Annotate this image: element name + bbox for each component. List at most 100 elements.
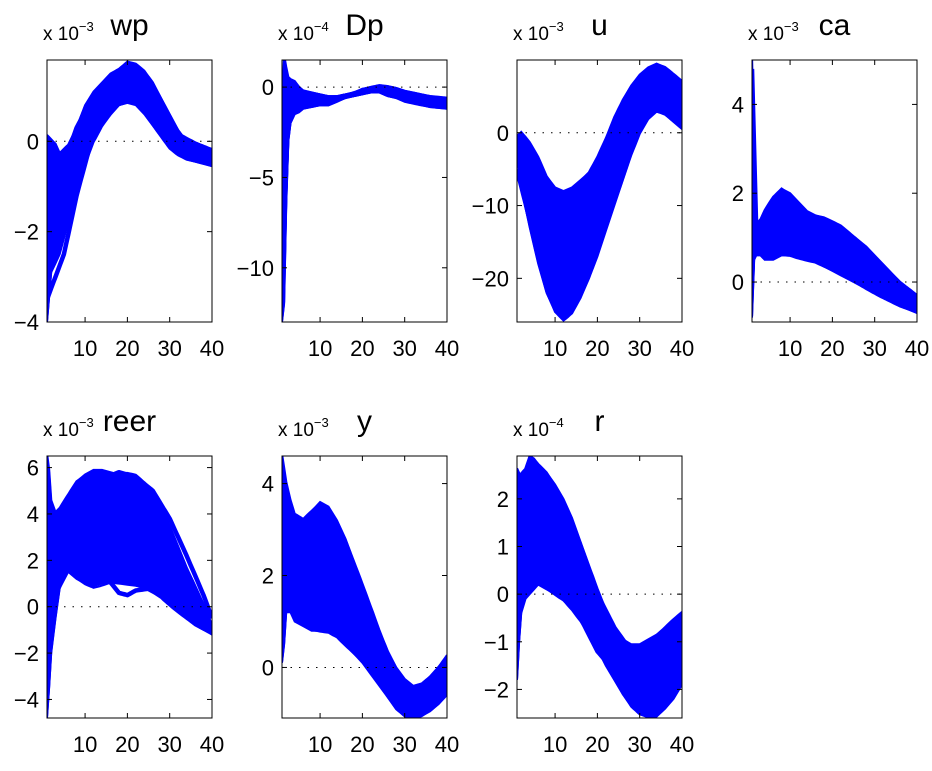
y-tick-label: −2 [484, 677, 509, 702]
y-tick-label: 4 [27, 502, 39, 527]
x-tick-label: 20 [115, 336, 139, 361]
x-tick-label: 10 [543, 732, 567, 757]
y-tick-label: 0 [497, 582, 509, 607]
subplot-title: wp [109, 9, 148, 42]
x-tick-label: 20 [585, 336, 609, 361]
axis-exponent: x 10−3 [278, 415, 329, 441]
x-tick-label: 20 [350, 732, 374, 757]
x-tick-label: 10 [73, 336, 97, 361]
draw-line [282, 456, 447, 688]
subplot-u: 10 20 30 40 −20 −10 0 x 10−3 u [472, 9, 695, 361]
subplot-title: Dp [345, 9, 383, 42]
draw-line [47, 521, 212, 631]
subplot-reer: 10 20 30 40 −4 −2 0 2 4 6x 10−3 reer [14, 405, 224, 757]
draw-line [517, 549, 682, 698]
x-tick-label: 40 [670, 732, 694, 757]
impulse-response-band [282, 456, 447, 718]
axis-exponent-power: −3 [314, 415, 329, 430]
x-tick-label: 40 [200, 732, 224, 757]
x-tick-label: 30 [392, 336, 416, 361]
y-tick-label: 2 [732, 181, 744, 206]
series-line-1 [47, 469, 212, 620]
y-tick-label: −4 [14, 310, 39, 335]
axis-exponent: x 10−3 [513, 19, 564, 45]
y-tick-label: 0 [27, 129, 39, 154]
x-tick-label: 40 [435, 732, 459, 757]
series-line-1 [517, 468, 682, 668]
axes-frame [751, 59, 918, 323]
axis-exponent: x 10−3 [43, 19, 94, 45]
x-tick-label: 40 [435, 336, 459, 361]
series-line-0 [752, 68, 917, 309]
axes-frame [516, 59, 683, 323]
x-tick-label: 30 [862, 336, 886, 361]
x-tick-label: 10 [778, 336, 802, 361]
y-tick-label: −10 [472, 194, 509, 219]
x-tick-label: 30 [157, 732, 181, 757]
draw-line [47, 558, 212, 675]
x-tick-label: 30 [157, 336, 181, 361]
axis-exponent-power: −3 [79, 415, 94, 430]
y-tick-label: 2 [262, 564, 274, 589]
plot-content [282, 60, 447, 322]
draw-line [47, 568, 212, 704]
draw-line [282, 597, 447, 716]
y-tick-label: 6 [27, 456, 39, 481]
x-tick-label: 10 [543, 336, 567, 361]
plot-content [47, 60, 212, 322]
axis-exponent: x 10−4 [513, 415, 564, 441]
subplot-wp: 10 20 30 40 −4 −2 0 x 10−3 wp [14, 9, 224, 361]
draw-line [282, 467, 447, 689]
draw-line [47, 517, 212, 630]
y-tick-label: −10 [237, 256, 274, 281]
plot-content [517, 456, 682, 718]
plot-content [517, 62, 682, 322]
draw-line [517, 537, 682, 688]
y-tick-label: 0 [27, 595, 39, 620]
x-tick-label: 30 [392, 732, 416, 757]
draw-line [752, 245, 917, 313]
x-tick-label: 20 [820, 336, 844, 361]
y-tick-label: 2 [497, 487, 509, 512]
axis-exponent-power: −3 [79, 19, 94, 34]
subplot-y: 10 20 30 40 0 2 4 x 10−3 y [262, 405, 459, 757]
y-tick-label: 2 [27, 548, 39, 573]
y-tick-label: 0 [262, 655, 274, 680]
axis-exponent: x 10−3 [748, 19, 799, 45]
y-tick-label: 1 [497, 535, 509, 560]
axis-exponent-power: −3 [549, 19, 564, 34]
subplot-ca: 10 20 30 40 0 2 4 x 10−3 ca [732, 9, 929, 361]
subplot-title: reer [103, 405, 156, 438]
draw-line [47, 545, 212, 633]
y-tick-label: −2 [14, 220, 39, 245]
draw-line [282, 575, 447, 712]
y-tick-label: 0 [732, 270, 744, 295]
x-tick-label: 40 [200, 336, 224, 361]
x-tick-label: 20 [350, 336, 374, 361]
axes-frame [46, 455, 213, 719]
series-line-0 [517, 75, 682, 223]
draw-line [517, 71, 682, 215]
y-tick-label: 0 [262, 75, 274, 100]
x-tick-label: 40 [670, 336, 694, 361]
series-line-0 [282, 81, 447, 250]
series-line-0 [47, 82, 212, 301]
plot-content [47, 456, 212, 718]
y-tick-label: −5 [249, 165, 274, 190]
x-tick-label: 30 [627, 732, 651, 757]
axes-frame [281, 59, 448, 323]
axis-exponent-power: −4 [549, 415, 564, 430]
draw-line [517, 556, 682, 699]
series-line-0 [517, 498, 682, 683]
y-tick-label: −2 [14, 641, 39, 666]
axis-exponent-power: −4 [314, 19, 329, 34]
y-tick-label: −1 [484, 630, 509, 655]
plot-content [752, 60, 917, 318]
x-tick-label: 10 [308, 732, 332, 757]
x-tick-label: 30 [627, 336, 651, 361]
subplot-title: y [357, 405, 372, 438]
x-tick-label: 10 [308, 336, 332, 361]
subplot-title: r [595, 405, 605, 438]
